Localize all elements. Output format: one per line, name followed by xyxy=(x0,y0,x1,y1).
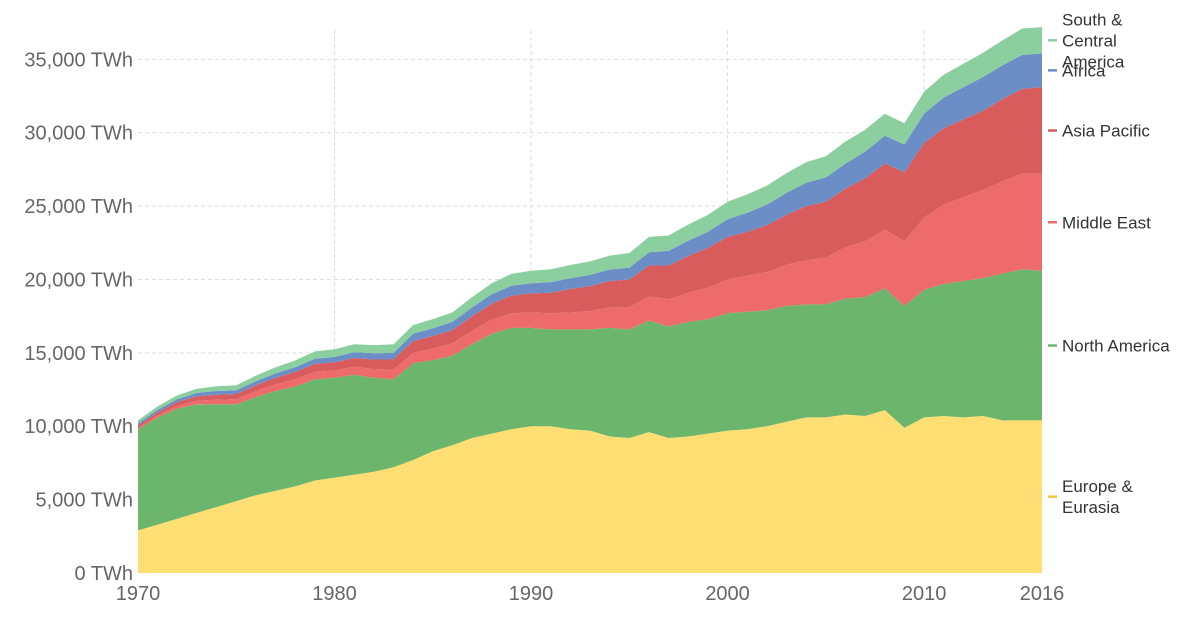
legend-label: South & Central America xyxy=(1062,10,1125,71)
y-tick-label: 35,000 TWh xyxy=(24,49,133,71)
legend-item-south-central-america: South & Central America xyxy=(1048,10,1125,71)
x-tick-label: 1970 xyxy=(116,583,161,605)
y-tick-label: 10,000 TWh xyxy=(24,416,133,438)
legend-item-africa: Africa xyxy=(1048,61,1106,80)
y-tick-label: 25,000 TWh xyxy=(24,196,133,218)
legend-item-north-america: North America xyxy=(1048,337,1170,356)
legend-item-asia-pacific: Asia Pacific xyxy=(1048,122,1150,141)
y-tick-label: 15,000 TWh xyxy=(24,343,133,365)
x-tick-label: 2000 xyxy=(705,583,750,605)
y-tick-label: 0 TWh xyxy=(74,563,133,585)
x-tick-label: 1980 xyxy=(312,583,357,605)
x-tick-label: 2010 xyxy=(902,583,947,605)
axis-layer: 0 TWh 5,000 TWh 10,000 TWh 15,000 TWh 20,000… xyxy=(24,49,1064,605)
area-middle-east xyxy=(138,173,1042,430)
area-layer xyxy=(138,27,1042,573)
area-europe-eurasia xyxy=(138,410,1042,573)
y-tick-label: 20,000 TWh xyxy=(24,269,133,291)
area-north-america xyxy=(138,269,1042,531)
x-tick-label: 1990 xyxy=(509,583,554,605)
legend-label: Middle East xyxy=(1062,213,1151,232)
x-tick-label: 2016 xyxy=(1020,583,1065,605)
legend-label: Asia Pacific xyxy=(1062,122,1150,141)
legend-label: Europe & Eurasia xyxy=(1062,477,1134,517)
y-tick-label: 30,000 TWh xyxy=(24,123,133,145)
legend-label: Africa xyxy=(1062,61,1106,80)
legend-label: North America xyxy=(1062,337,1170,356)
legend-item-europe-eurasia: Europe & Eurasia xyxy=(1048,477,1134,517)
legend: Europe & Eurasia North America Middle East A… xyxy=(1048,10,1170,517)
y-tick-label: 5,000 TWh xyxy=(36,490,133,512)
legend-item-middle-east: Middle East xyxy=(1048,213,1151,232)
